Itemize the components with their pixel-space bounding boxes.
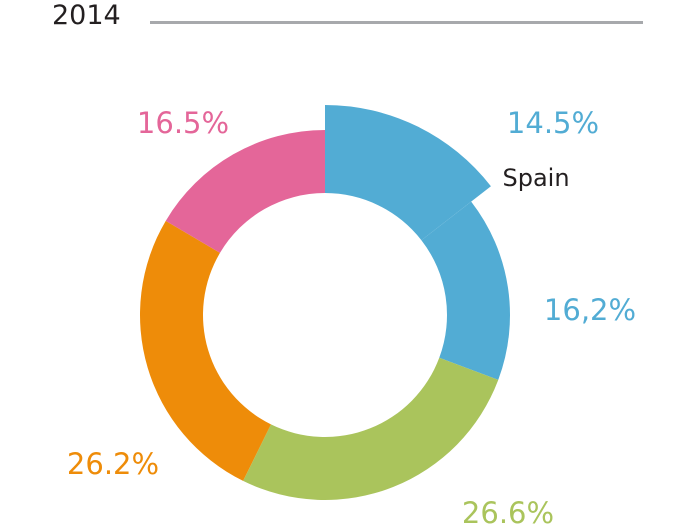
donut-slice-4 — [139, 220, 271, 481]
slice-value-label-4: 26.2% — [67, 447, 159, 481]
slice-category-label-1: Spain — [502, 164, 569, 192]
donut-slice-5 — [165, 130, 325, 253]
donut-slice-1 — [325, 105, 491, 241]
slice-value-label-3: 26.6% — [462, 496, 554, 525]
slice-value-label-1: 14.5% — [507, 106, 599, 140]
donut-slice-2 — [421, 201, 510, 380]
slice-value-label-5: 16.5% — [137, 106, 229, 140]
chart-title: 2014 — [52, 0, 121, 31]
donut-slice-3 — [243, 357, 499, 500]
slice-value-label-2: 16,2% — [544, 293, 636, 327]
title-divider — [150, 21, 643, 24]
